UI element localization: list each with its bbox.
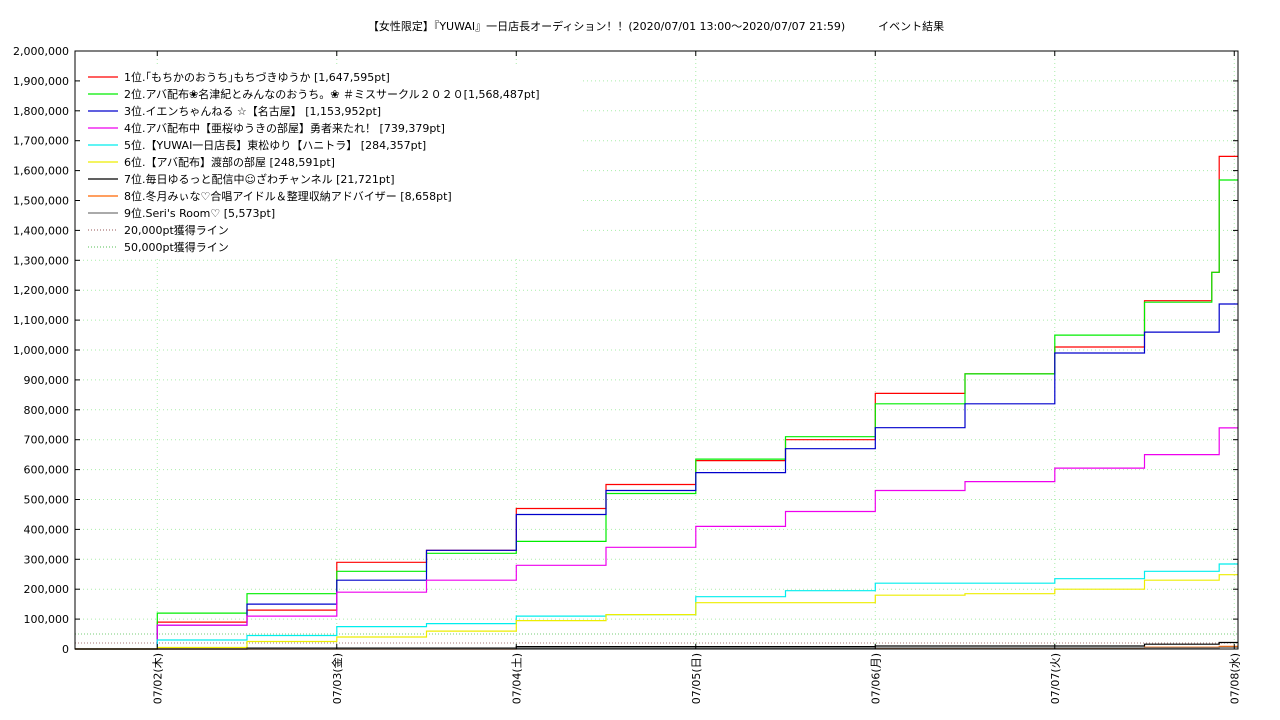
legend-entry: 2位.アバ配布❀名津紀とみんなのおうち。❀ ＃ミスサークル２０２０[1,568,…: [124, 87, 540, 101]
y-axis: 0 100,000 200,000 300,000 400,000 500,000 600,…: [13, 45, 1238, 656]
series-line: [75, 303, 1238, 650]
y-tick-label: 400,000: [24, 523, 70, 536]
y-tick-label: 1,000,000: [13, 344, 69, 357]
y-tick-label: 1,200,000: [13, 284, 69, 297]
legend: 1位.｢もちかのおうち｣もちづきゆうか [1,647,595pt] 2位.アバ配布…: [88, 70, 540, 254]
y-tick-label: 700,000: [24, 434, 70, 447]
y-tick-label: 0: [62, 643, 69, 656]
series-line: [75, 563, 1238, 650]
x-tick-label: 07/08(水): [1228, 653, 1241, 704]
legend-entry: 9位.Seri's Room♡ [5,573pt]: [124, 206, 275, 220]
y-tick-label: 1,600,000: [13, 165, 69, 178]
x-tick-label: 07/07(火): [1049, 653, 1062, 704]
legend-entry: 4位.アバ配布中【亜桜ゆうきの部屋】勇者来たれ！ [739,379pt]: [124, 121, 445, 135]
legend-entry: 6位.【アバ配布】渡部の部屋 [248,591pt]: [124, 155, 335, 169]
x-tick-label: 07/02(木): [151, 653, 164, 704]
x-tick-label: 07/05(日): [690, 653, 703, 704]
chart-title: 【女性限定】『YUWAI』一日店長オーディション！！(2020/07/01 13…: [368, 19, 944, 33]
series-line: [75, 427, 1238, 650]
legend-entry: 20,000pt獲得ライン: [124, 224, 229, 237]
y-tick-label: 800,000: [24, 404, 70, 417]
y-tick-label: 600,000: [24, 464, 70, 477]
y-tick-label: 100,000: [24, 613, 70, 626]
legend-entry: 50,000pt獲得ライン: [124, 241, 229, 254]
reference-lines: [75, 633, 1238, 644]
legend-entry: 1位.｢もちかのおうち｣もちづきゆうか [1,647,595pt]: [124, 70, 390, 84]
y-tick-label: 1,100,000: [13, 314, 69, 327]
y-tick-label: 300,000: [24, 553, 70, 566]
y-tick-label: 1,400,000: [13, 224, 69, 237]
legend-entry: 8位.冬月みぃな♡合唱アイドル＆整理収納アドバイザー [8,658pt]: [124, 189, 452, 203]
y-tick-label: 200,000: [24, 583, 70, 596]
x-tick-label: 07/04(土): [510, 653, 523, 704]
legend-background: [80, 66, 580, 258]
y-tick-label: 1,900,000: [13, 75, 69, 88]
legend-entry: 5位.【YUWAI一日店長】東松ゆり【ハニトラ】 [284,357pt]: [124, 138, 426, 152]
series-line: [75, 574, 1238, 650]
legend-entry: 7位.毎日ゆるっと配信中☺ざわチャンネル [21,721pt]: [124, 172, 395, 186]
x-tick-label: 07/03(金): [330, 653, 344, 704]
y-tick-label: 1,300,000: [13, 254, 69, 267]
series-lines: [75, 155, 1238, 650]
series-line: [75, 179, 1238, 650]
x-axis: 07/02(木) 07/03(金) 07/04(土) 07/05(日) 07/06(月)…: [151, 51, 1241, 704]
y-tick-label: 1,700,000: [13, 135, 69, 148]
y-tick-label: 2,000,000: [13, 45, 69, 58]
y-tick-label: 1,500,000: [13, 195, 69, 208]
legend-entry: 3位.イエンちゃんねる ☆【名古屋】 [1,153,952pt]: [124, 104, 381, 118]
y-tick-label: 500,000: [24, 494, 70, 507]
y-tick-label: 1,800,000: [13, 105, 69, 118]
x-tick-label: 07/06(月): [869, 653, 882, 704]
y-tick-label: 900,000: [24, 374, 70, 387]
series-line: [75, 155, 1238, 650]
